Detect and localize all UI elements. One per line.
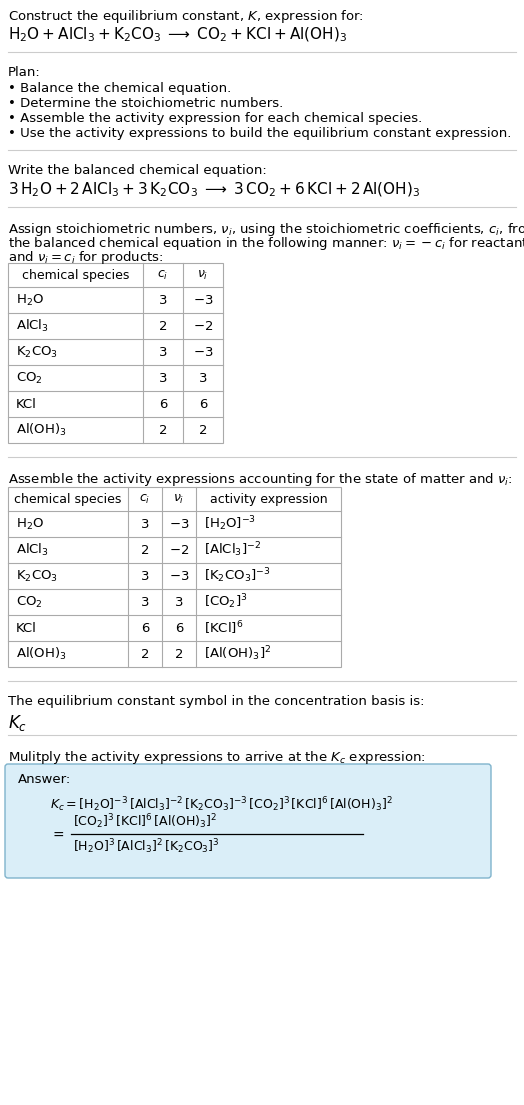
Text: 3: 3 (159, 346, 167, 358)
Text: 2: 2 (159, 319, 167, 333)
Text: $K_c$: $K_c$ (8, 713, 27, 733)
Text: 6: 6 (199, 398, 207, 410)
Text: 3: 3 (199, 371, 208, 385)
Text: Assign stoichiometric numbers, $\nu_i$, using the stoichiometric coefficients, $: Assign stoichiometric numbers, $\nu_i$, … (8, 221, 524, 238)
Text: $[\mathrm{H_2O}]^{-3}$: $[\mathrm{H_2O}]^{-3}$ (204, 515, 256, 534)
Text: Construct the equilibrium constant, $K$, expression for:: Construct the equilibrium constant, $K$,… (8, 8, 364, 25)
Text: Mulitply the activity expressions to arrive at the $K_c$ expression:: Mulitply the activity expressions to arr… (8, 749, 426, 766)
Text: and $\nu_i = c_i$ for products:: and $\nu_i = c_i$ for products: (8, 249, 163, 266)
Bar (8, 487, 341, 667)
Bar (8, 263, 223, 443)
Text: $\mathrm{AlCl_3}$: $\mathrm{AlCl_3}$ (16, 541, 49, 558)
Text: $\mathrm{K_2CO_3}$: $\mathrm{K_2CO_3}$ (16, 345, 58, 359)
Text: 3: 3 (141, 569, 149, 582)
Text: 6: 6 (159, 398, 167, 410)
Text: $\mathrm{3\,H_2O + 2\,AlCl_3 + 3\,K_2CO_3 \;\longrightarrow\; 3\,CO_2 + 6\,KCl +: $\mathrm{3\,H_2O + 2\,AlCl_3 + 3\,K_2CO_… (8, 181, 420, 199)
Text: KCl: KCl (16, 398, 37, 410)
Text: 6: 6 (175, 621, 183, 634)
Text: $[\mathrm{Al(OH)_3}]^{2}$: $[\mathrm{Al(OH)_3}]^{2}$ (204, 644, 271, 663)
Text: 3: 3 (159, 294, 167, 306)
Text: • Balance the chemical equation.: • Balance the chemical equation. (8, 82, 231, 95)
Text: • Use the activity expressions to build the equilibrium constant expression.: • Use the activity expressions to build … (8, 127, 511, 140)
Text: 3: 3 (141, 517, 149, 530)
Text: Answer:: Answer: (18, 774, 71, 786)
Text: $K_c = [\mathrm{H_2O}]^{-3}\,[\mathrm{AlCl_3}]^{-2}\,[\mathrm{K_2CO_3}]^{-3}\,[\: $K_c = [\mathrm{H_2O}]^{-3}\,[\mathrm{Al… (50, 794, 393, 813)
Text: $[\mathrm{CO_2}]^{3}$: $[\mathrm{CO_2}]^{3}$ (204, 592, 248, 611)
Text: 3: 3 (141, 596, 149, 609)
Text: $\mathrm{CO_2}$: $\mathrm{CO_2}$ (16, 594, 43, 610)
Text: $-2$: $-2$ (169, 544, 189, 557)
Text: $\mathrm{H_2O}$: $\mathrm{H_2O}$ (16, 516, 44, 532)
Text: Write the balanced chemical equation:: Write the balanced chemical equation: (8, 164, 267, 177)
Text: $\mathrm{AlCl_3}$: $\mathrm{AlCl_3}$ (16, 318, 49, 334)
Text: • Assemble the activity expression for each chemical species.: • Assemble the activity expression for e… (8, 112, 422, 125)
Text: $=$: $=$ (50, 827, 65, 841)
Text: 2: 2 (141, 544, 149, 557)
Text: 6: 6 (141, 621, 149, 634)
Text: $\nu_i$: $\nu_i$ (198, 269, 209, 282)
Text: $[\mathrm{CO_2}]^{3}\,[\mathrm{KCl}]^{6}\,[\mathrm{Al(OH)_3}]^{2}$: $[\mathrm{CO_2}]^{3}\,[\mathrm{KCl}]^{6}… (73, 812, 217, 831)
Text: chemical species: chemical species (14, 493, 122, 505)
Text: $\mathrm{Al(OH)_3}$: $\mathrm{Al(OH)_3}$ (16, 646, 67, 662)
Text: $\mathrm{Al(OH)_3}$: $\mathrm{Al(OH)_3}$ (16, 422, 67, 438)
Text: Plan:: Plan: (8, 66, 41, 78)
Text: $\mathrm{H_2O + AlCl_3 + K_2CO_3 \;\longrightarrow\; CO_2 + KCl + Al(OH)_3}$: $\mathrm{H_2O + AlCl_3 + K_2CO_3 \;\long… (8, 27, 347, 44)
Text: $[\mathrm{KCl}]^{6}$: $[\mathrm{KCl}]^{6}$ (204, 619, 243, 636)
Text: chemical species: chemical species (22, 269, 129, 282)
Text: the balanced chemical equation in the following manner: $\nu_i = -c_i$ for react: the balanced chemical equation in the fo… (8, 235, 524, 252)
Text: • Determine the stoichiometric numbers.: • Determine the stoichiometric numbers. (8, 97, 283, 110)
Text: $\nu_i$: $\nu_i$ (173, 493, 184, 506)
Text: $[\mathrm{AlCl_3}]^{-2}$: $[\mathrm{AlCl_3}]^{-2}$ (204, 540, 261, 559)
Text: $-2$: $-2$ (193, 319, 213, 333)
Text: activity expression: activity expression (210, 493, 328, 505)
Text: KCl: KCl (16, 621, 37, 634)
Text: 2: 2 (199, 423, 208, 436)
Text: $-3$: $-3$ (169, 517, 189, 530)
Text: 3: 3 (159, 371, 167, 385)
Text: $[\mathrm{K_2CO_3}]^{-3}$: $[\mathrm{K_2CO_3}]^{-3}$ (204, 567, 270, 586)
Text: 3: 3 (174, 596, 183, 609)
Text: $[\mathrm{H_2O}]^{3}\,[\mathrm{AlCl_3}]^{2}\,[\mathrm{K_2CO_3}]^{3}$: $[\mathrm{H_2O}]^{3}\,[\mathrm{AlCl_3}]^… (73, 836, 220, 855)
Text: $c_i$: $c_i$ (157, 269, 169, 282)
Text: $-3$: $-3$ (193, 294, 213, 306)
Text: $-3$: $-3$ (193, 346, 213, 358)
Text: $\mathrm{K_2CO_3}$: $\mathrm{K_2CO_3}$ (16, 568, 58, 583)
Text: Assemble the activity expressions accounting for the state of matter and $\nu_i$: Assemble the activity expressions accoun… (8, 471, 512, 488)
FancyBboxPatch shape (5, 764, 491, 878)
Text: $-3$: $-3$ (169, 569, 189, 582)
Text: 2: 2 (141, 648, 149, 661)
Text: $c_i$: $c_i$ (139, 493, 150, 506)
Text: 2: 2 (159, 423, 167, 436)
Text: $\mathrm{H_2O}$: $\mathrm{H_2O}$ (16, 293, 44, 307)
Text: 2: 2 (174, 648, 183, 661)
Text: The equilibrium constant symbol in the concentration basis is:: The equilibrium constant symbol in the c… (8, 695, 424, 708)
Text: $\mathrm{CO_2}$: $\mathrm{CO_2}$ (16, 370, 43, 386)
